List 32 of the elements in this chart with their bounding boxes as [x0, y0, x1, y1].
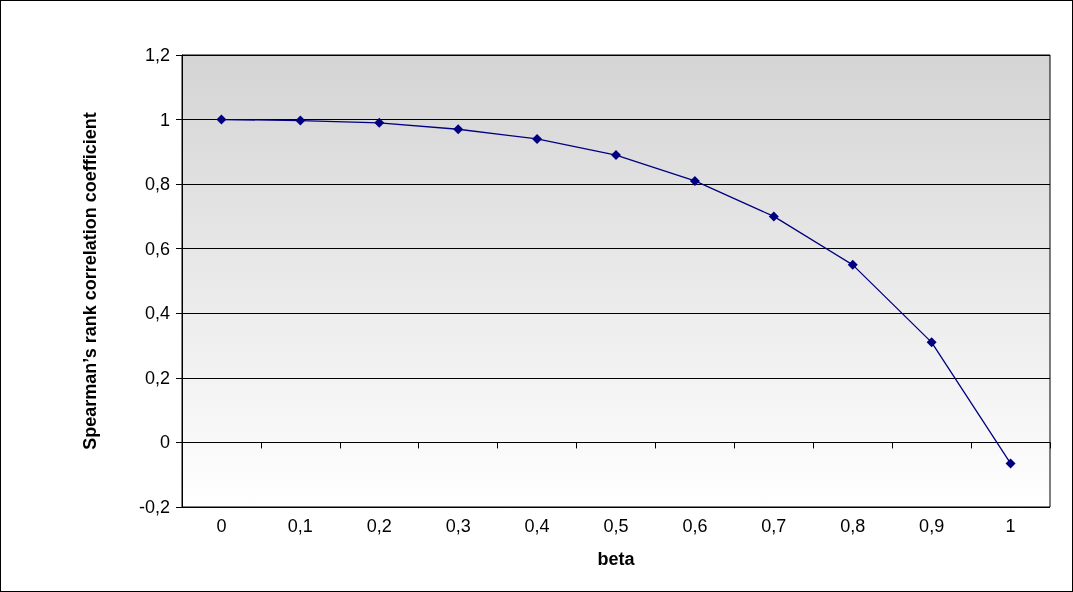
- point: [926, 337, 937, 348]
- point: [768, 211, 779, 222]
- x-tick-label: 0,6: [682, 516, 708, 536]
- point: [374, 117, 385, 128]
- y-tick-label: 0,2: [144, 367, 170, 388]
- point: [1005, 458, 1016, 469]
- x-tick-label: 0,8: [840, 516, 866, 536]
- y-tick-label: 0,6: [144, 238, 170, 259]
- x-tick-label: 0,1: [287, 516, 313, 536]
- point: [532, 133, 543, 144]
- x-tick-label: 0,3: [445, 516, 471, 536]
- point: [847, 259, 858, 270]
- point: [611, 150, 621, 161]
- y-tick-label: -0,2: [138, 497, 170, 517]
- y-tick-label: 0,4: [144, 303, 170, 324]
- x-axis-title: beta: [597, 549, 636, 569]
- point: [689, 175, 700, 186]
- y-tick-label: 0,8: [144, 174, 170, 195]
- y-axis-title: Spearman’s rank correlation coefficient: [80, 112, 100, 450]
- y-tick-label: 0: [159, 432, 170, 453]
- x-tick-label: 0,9: [919, 516, 945, 536]
- point: [216, 114, 227, 125]
- y-tick-label: 1: [159, 109, 170, 130]
- point: [295, 115, 306, 126]
- x-tick-label: 0,4: [524, 516, 550, 536]
- x-tick-label: 0,5: [603, 516, 629, 536]
- point: [453, 124, 464, 135]
- x-tick-label: 0,7: [761, 516, 787, 536]
- x-tick-label: 1: [1005, 516, 1016, 536]
- x-tick-label: 0,2: [366, 516, 392, 536]
- x-tick-label: 0: [216, 516, 227, 536]
- y-tick-label: 1,2: [144, 45, 170, 65]
